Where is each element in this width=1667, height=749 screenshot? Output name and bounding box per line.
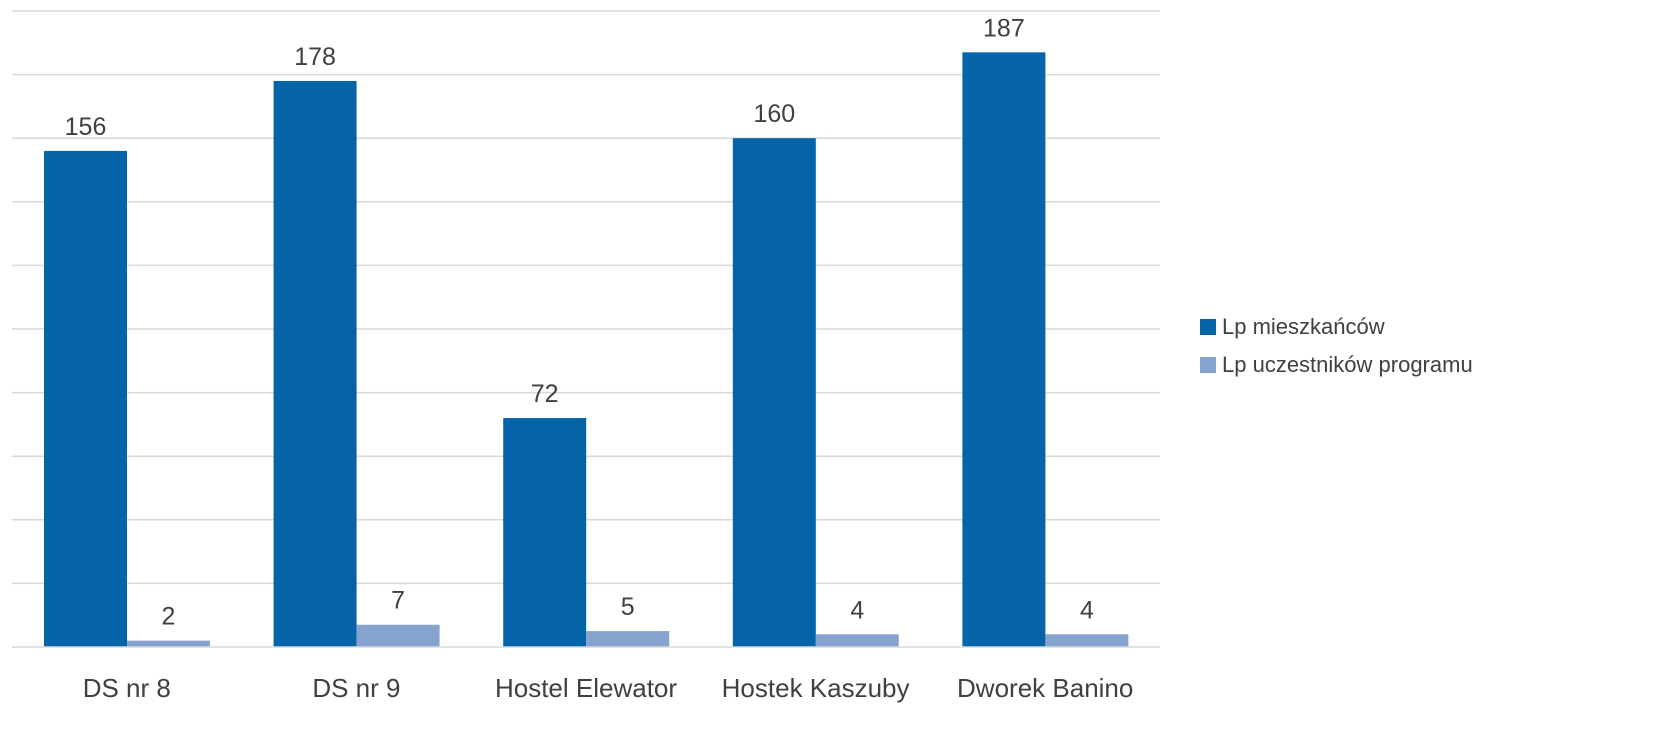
legend-swatch-1 <box>1200 357 1216 373</box>
x-tick-label-3: Hostek Kaszuby <box>722 673 910 703</box>
bar-uczestnikow-4 <box>1045 634 1129 647</box>
x-tick-label-1: DS nr 9 <box>312 673 400 703</box>
bar-uczestnikow-3 <box>815 634 899 647</box>
data-label-mieszkancow-2: 72 <box>531 380 559 408</box>
x-tick-label-2: Hostel Elewator <box>495 673 677 703</box>
data-labels: 156 2 178 7 72 5 160 4 187 4 <box>65 14 1094 630</box>
data-label-uczestnikow-2: 5 <box>621 593 635 621</box>
bar-uczestnikow-2 <box>586 631 670 647</box>
bar-uczestnikow-0 <box>127 640 210 647</box>
x-tick-label-0: DS nr 8 <box>83 673 171 703</box>
bars <box>44 52 1129 648</box>
legend-swatch-0 <box>1200 319 1216 335</box>
data-label-uczestnikow-1: 7 <box>391 587 405 615</box>
legend-label-1: Lp uczestników programu <box>1222 352 1473 377</box>
data-label-uczestnikow-3: 4 <box>850 596 864 624</box>
bar-mieszkancow-2 <box>503 418 587 647</box>
x-tick-label-4: Dworek Banino <box>957 673 1133 703</box>
bar-mieszkancow-1 <box>273 80 357 647</box>
data-label-mieszkancow-0: 156 <box>65 113 107 141</box>
legend-label-0: Lp mieszkańców <box>1222 314 1385 339</box>
data-label-uczestnikow-4: 4 <box>1080 596 1094 624</box>
data-label-mieszkancow-1: 178 <box>294 43 336 71</box>
legend: Lp mieszkańców Lp uczestników programu <box>1200 314 1473 377</box>
data-label-mieszkancow-3: 160 <box>753 100 795 128</box>
x-axis: DS nr 8 DS nr 9 Hostel Elewator Hostek Kasz… <box>12 646 1160 703</box>
data-label-mieszkancow-4: 187 <box>983 14 1025 42</box>
gridlines <box>12 10 1160 585</box>
bar-mieszkancow-0 <box>44 150 127 648</box>
bar-mieszkancow-4 <box>962 52 1046 647</box>
bar-mieszkancow-3 <box>732 138 816 647</box>
data-label-uczestnikow-0: 2 <box>162 603 176 631</box>
bar-uczestnikow-1 <box>356 624 440 647</box>
